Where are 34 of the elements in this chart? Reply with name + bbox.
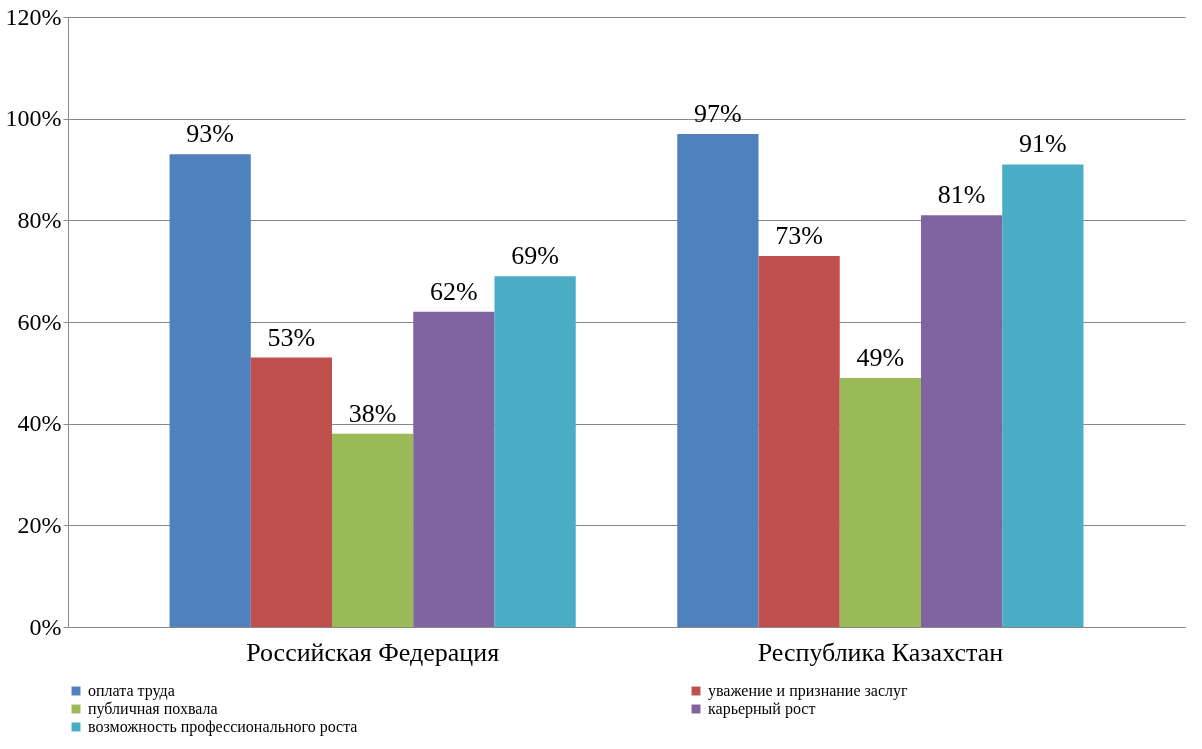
y-tick-label: 0%	[29, 613, 62, 640]
bar	[413, 311, 495, 627]
bar	[250, 357, 333, 627]
bar	[1002, 164, 1084, 627]
data-label: 73%	[775, 220, 823, 250]
y-tick-label: 100%	[5, 105, 62, 132]
legend-label: уважение и признание заслуг	[708, 682, 909, 700]
y-tick-label: 40%	[17, 410, 62, 437]
legend-label: возможность профессионального роста	[88, 718, 358, 736]
bar	[494, 276, 576, 627]
data-label: 81%	[937, 180, 986, 210]
y-tick-label: 60%	[17, 308, 62, 335]
x-tick-label: Республика Казахстан	[757, 637, 1004, 667]
data-label: 53%	[267, 322, 316, 352]
bar	[332, 433, 414, 627]
data-label: 91%	[1019, 129, 1067, 159]
bar	[169, 154, 251, 627]
legend-label: оплата труда	[88, 682, 175, 700]
data-label: 93%	[186, 119, 234, 149]
bar	[758, 255, 840, 627]
bar	[839, 377, 921, 627]
legend-label: публичная похвала	[88, 700, 218, 718]
y-tick-label: 80%	[17, 206, 62, 233]
bar	[920, 215, 1003, 627]
data-label: 97%	[694, 98, 742, 128]
y-tick-label: 120%	[5, 3, 62, 30]
y-tick-label: 20%	[17, 511, 62, 538]
legend-label: карьерный рост	[708, 700, 816, 718]
bar	[677, 133, 759, 627]
x-tick-label: Российская Федерация	[246, 637, 500, 667]
data-label: 62%	[430, 276, 478, 306]
data-label: 38%	[348, 398, 397, 428]
data-label: 69%	[511, 241, 559, 271]
data-label: 49%	[856, 342, 905, 372]
